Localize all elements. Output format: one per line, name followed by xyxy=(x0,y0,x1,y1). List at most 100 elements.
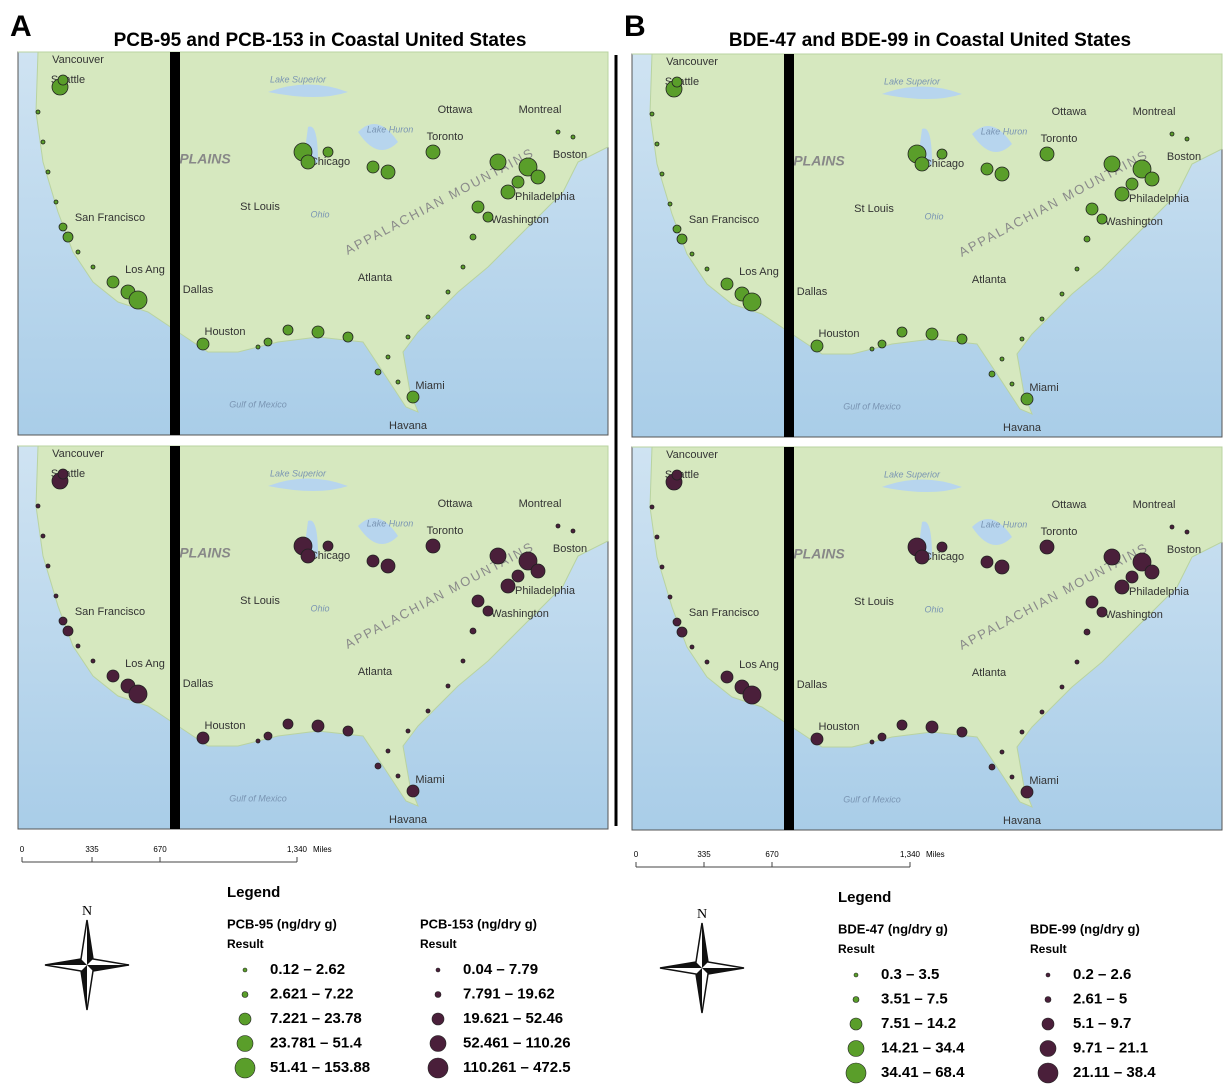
sample-site xyxy=(1010,775,1014,779)
sample-site xyxy=(501,579,515,593)
legend-symbol xyxy=(243,968,247,972)
sample-site xyxy=(677,234,687,244)
legend-group-title: BDE-99 (ng/dry g) xyxy=(1030,921,1140,936)
legend-item: 0.04 – 7.79 xyxy=(463,961,538,978)
map-label: Houston xyxy=(819,721,860,733)
map-label: Dallas xyxy=(797,286,828,298)
sample-site xyxy=(1020,337,1024,341)
map-mask-bar xyxy=(784,447,794,830)
sample-site xyxy=(343,332,353,342)
sample-site xyxy=(556,130,560,134)
sample-site xyxy=(677,627,687,637)
map-label: Vancouver xyxy=(52,54,104,66)
legend-item: 0.2 – 2.6 xyxy=(1073,966,1131,983)
sample-site xyxy=(937,542,947,552)
map-label: Montreal xyxy=(1133,106,1176,118)
legend-symbol xyxy=(1038,1063,1058,1083)
sample-site xyxy=(571,135,575,139)
map-label: Gulf of Mexico xyxy=(843,401,901,411)
sample-site xyxy=(556,524,560,528)
map-label: Dallas xyxy=(183,284,214,296)
map-label: Los Ang xyxy=(125,264,165,276)
legend-item: 2.61 – 5 xyxy=(1073,990,1127,1007)
legend-symbol xyxy=(430,1036,446,1052)
legend-item: 5.1 – 9.7 xyxy=(1073,1015,1131,1032)
legend-item: 52.461 – 110.26 xyxy=(463,1034,571,1051)
sample-site xyxy=(1000,750,1004,754)
sample-site xyxy=(91,659,95,663)
sample-site xyxy=(571,529,575,533)
legend-symbol xyxy=(1042,1018,1054,1030)
map-label: PLAINS xyxy=(793,546,845,562)
map-label: Chicago xyxy=(310,156,350,168)
sample-site xyxy=(1084,629,1090,635)
sample-site xyxy=(995,167,1009,181)
sample-site xyxy=(312,720,324,732)
sample-site xyxy=(811,733,823,745)
map-label: Boston xyxy=(1167,151,1201,163)
scale-unit: Miles xyxy=(313,845,332,854)
sample-site xyxy=(1040,540,1054,554)
map-label: Houston xyxy=(205,720,246,732)
legend-item: 3.51 – 7.5 xyxy=(881,990,948,1007)
map-label: Gulf of Mexico xyxy=(229,793,287,803)
map-label: San Francisco xyxy=(689,214,759,226)
sample-site xyxy=(63,232,73,242)
sample-site xyxy=(531,564,545,578)
legend-item: 23.781 – 51.4 xyxy=(270,1034,362,1051)
sample-site xyxy=(743,293,761,311)
legend-symbol xyxy=(237,1036,253,1052)
map-label: Chicago xyxy=(924,551,964,563)
sample-site xyxy=(490,548,506,564)
sample-site xyxy=(1000,357,1004,361)
legend-symbol xyxy=(848,1041,864,1057)
map-label: Lake Superior xyxy=(270,74,327,84)
map-label: PLAINS xyxy=(793,153,845,169)
legend-item: 7.791 – 19.62 xyxy=(463,985,555,1002)
map-label: St Louis xyxy=(854,203,894,215)
sample-site xyxy=(406,335,410,339)
legend-item: 34.41 – 68.4 xyxy=(881,1064,965,1081)
legend-item: 0.3 – 3.5 xyxy=(881,966,939,983)
sample-site xyxy=(91,265,95,269)
sample-site xyxy=(1021,786,1033,798)
map-label: Washington xyxy=(1105,609,1163,621)
sample-site xyxy=(870,347,874,351)
sample-site xyxy=(743,686,761,704)
map-label: Havana xyxy=(389,420,428,432)
sample-site xyxy=(531,170,545,184)
sample-site xyxy=(915,157,929,171)
sample-site xyxy=(1104,156,1120,172)
map: VancouverSeattleLake SuperiorOttawaMontr… xyxy=(632,54,1222,437)
sample-site xyxy=(343,726,353,736)
sample-site xyxy=(1145,172,1159,186)
sample-site xyxy=(811,340,823,352)
map: VancouverSeattleLake SuperiorOttawaMontr… xyxy=(632,447,1222,830)
sample-site xyxy=(472,201,484,213)
sample-site xyxy=(1126,178,1138,190)
legend-group-title: BDE-47 (ng/dry g) xyxy=(838,921,948,936)
sample-site xyxy=(63,626,73,636)
sample-site xyxy=(375,369,381,375)
sample-site xyxy=(937,149,947,159)
map-label: Ohio xyxy=(310,209,329,219)
sample-site xyxy=(367,555,379,567)
map-label: Philadelphia xyxy=(515,585,576,597)
map-label: Ottawa xyxy=(1052,499,1088,511)
sample-site xyxy=(705,660,709,664)
sample-site xyxy=(1185,530,1189,534)
legend-symbol xyxy=(1040,1041,1056,1057)
sample-site xyxy=(446,684,450,688)
legend-symbol xyxy=(432,1013,444,1025)
map-label: Havana xyxy=(1003,422,1042,434)
figure: APCB-95 and PCB-153 in Coastal United St… xyxy=(0,0,1226,1084)
compass-label: N xyxy=(82,904,92,919)
map-label: Toronto xyxy=(427,131,464,143)
map-label: Dallas xyxy=(183,678,214,690)
sample-site xyxy=(41,534,45,538)
legend-item: 51.41 – 153.88 xyxy=(270,1059,370,1076)
map-label: Atlanta xyxy=(972,667,1007,679)
scale-label: 335 xyxy=(697,850,711,859)
sample-site xyxy=(721,278,733,290)
sample-site xyxy=(407,785,419,797)
